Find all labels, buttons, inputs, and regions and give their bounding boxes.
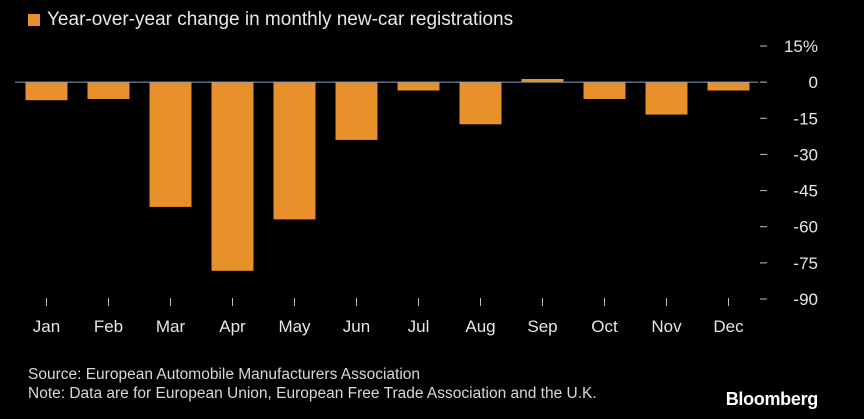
bloomberg-logo: Bloomberg — [725, 389, 819, 409]
data-note: Note: Data are for European Union, Europ… — [28, 385, 597, 402]
bar-mar — [149, 82, 192, 207]
source-note: Source: European Automobile Manufacturer… — [28, 366, 421, 383]
y-tick-label: -30 — [793, 145, 818, 164]
legend: Year-over-year change in monthly new-car… — [28, 9, 513, 31]
bar-jun — [335, 82, 378, 140]
y-tick-label: -15 — [793, 109, 818, 128]
bar-jul — [397, 82, 440, 91]
y-tick-label: -75 — [793, 254, 818, 273]
x-tick-label: Mar — [156, 317, 186, 336]
x-tick-label: Feb — [94, 317, 123, 336]
bar-feb — [87, 82, 130, 99]
bar-oct — [583, 82, 626, 99]
y-tick-label: -45 — [793, 182, 818, 201]
x-tick-label: Nov — [651, 317, 682, 336]
y-tick-label: 0 — [809, 73, 818, 92]
bar-may — [273, 82, 316, 220]
legend-label: Year-over-year change in monthly new-car… — [47, 9, 514, 30]
x-tick-label: Dec — [713, 317, 744, 336]
bar-apr — [211, 82, 254, 271]
bar-sep — [521, 79, 564, 83]
x-tick-label: Jul — [408, 317, 430, 336]
y-tick-label: -60 — [793, 218, 818, 237]
bar-dec — [707, 82, 750, 91]
x-tick-label: May — [278, 317, 311, 336]
bar-nov — [645, 82, 688, 115]
x-tick-label: Apr — [219, 317, 246, 336]
legend-swatch — [28, 14, 40, 26]
x-tick-label: Sep — [527, 317, 557, 336]
x-tick-label: Jun — [343, 317, 370, 336]
x-tick-label: Oct — [591, 317, 618, 336]
bar-jan — [25, 82, 68, 101]
x-tick-label: Jan — [33, 317, 60, 336]
bar-aug — [459, 82, 502, 125]
footer: Source: European Automobile Manufacturer… — [28, 365, 597, 403]
y-tick-label: -90 — [793, 290, 818, 309]
y-tick-label: 15% — [784, 37, 818, 56]
x-tick-label: Aug — [465, 317, 495, 336]
